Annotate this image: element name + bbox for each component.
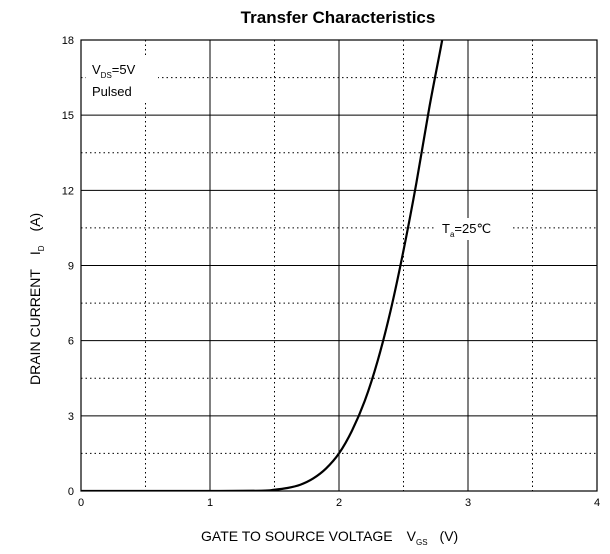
conditions-pulsed: Pulsed xyxy=(92,84,132,99)
y-tick-label: 0 xyxy=(68,486,74,498)
plot-frame xyxy=(80,39,598,492)
conditions-vds-value: =5V xyxy=(112,62,136,77)
conditions-vds-subscript: DS xyxy=(101,71,112,80)
y-tick-label: 6 xyxy=(68,336,74,348)
curve-label-value: =25℃ xyxy=(454,221,491,236)
conditions-label-bg xyxy=(86,57,158,102)
chart-title: Transfer Characteristics xyxy=(241,8,436,27)
curve-label-bg xyxy=(436,218,510,240)
x-axis-label-subscript: GS xyxy=(416,538,428,547)
x-tick-label: 1 xyxy=(207,497,213,509)
x-axis-label-unit: (V) xyxy=(440,528,459,544)
conditions-vds: VDS=5V xyxy=(92,62,136,80)
y-axis-label-unit: (A) xyxy=(27,213,43,232)
y-tick-label: 3 xyxy=(68,411,74,423)
y-axis-label-subscript: D xyxy=(37,245,46,251)
curve-label-temperature: Ta=25℃ xyxy=(442,221,491,239)
x-tick-label: 3 xyxy=(465,497,471,509)
curve-label-symbol: T xyxy=(442,221,450,236)
x-axis-label-symbol: V xyxy=(407,528,417,544)
y-axis-label-symbol: I xyxy=(27,251,43,255)
y-tick-label: 9 xyxy=(68,261,74,273)
y-tick-labels: 0 3 6 9 12 15 18 xyxy=(62,35,74,498)
y-axis-label-main: DRAIN CURRENT xyxy=(27,269,43,385)
x-tick-labels: 0 1 2 3 4 xyxy=(78,497,600,509)
y-tick-label: 15 xyxy=(62,110,74,122)
y-axis-label: DRAIN CURRENT ID (A) xyxy=(27,213,46,385)
x-tick-label: 4 xyxy=(594,497,600,509)
conditions-vds-symbol: V xyxy=(92,62,101,77)
x-axis-label: GATE TO SOURCE VOLTAGE VGS (V) xyxy=(201,528,458,547)
y-tick-label: 18 xyxy=(62,35,74,47)
x-tick-label: 2 xyxy=(336,497,342,509)
x-tick-label: 0 xyxy=(78,497,84,509)
y-tick-label: 12 xyxy=(62,185,74,197)
major-grid xyxy=(81,40,597,491)
curve-label-subscript: a xyxy=(450,230,455,239)
x-axis-label-main: GATE TO SOURCE VOLTAGE xyxy=(201,528,393,544)
